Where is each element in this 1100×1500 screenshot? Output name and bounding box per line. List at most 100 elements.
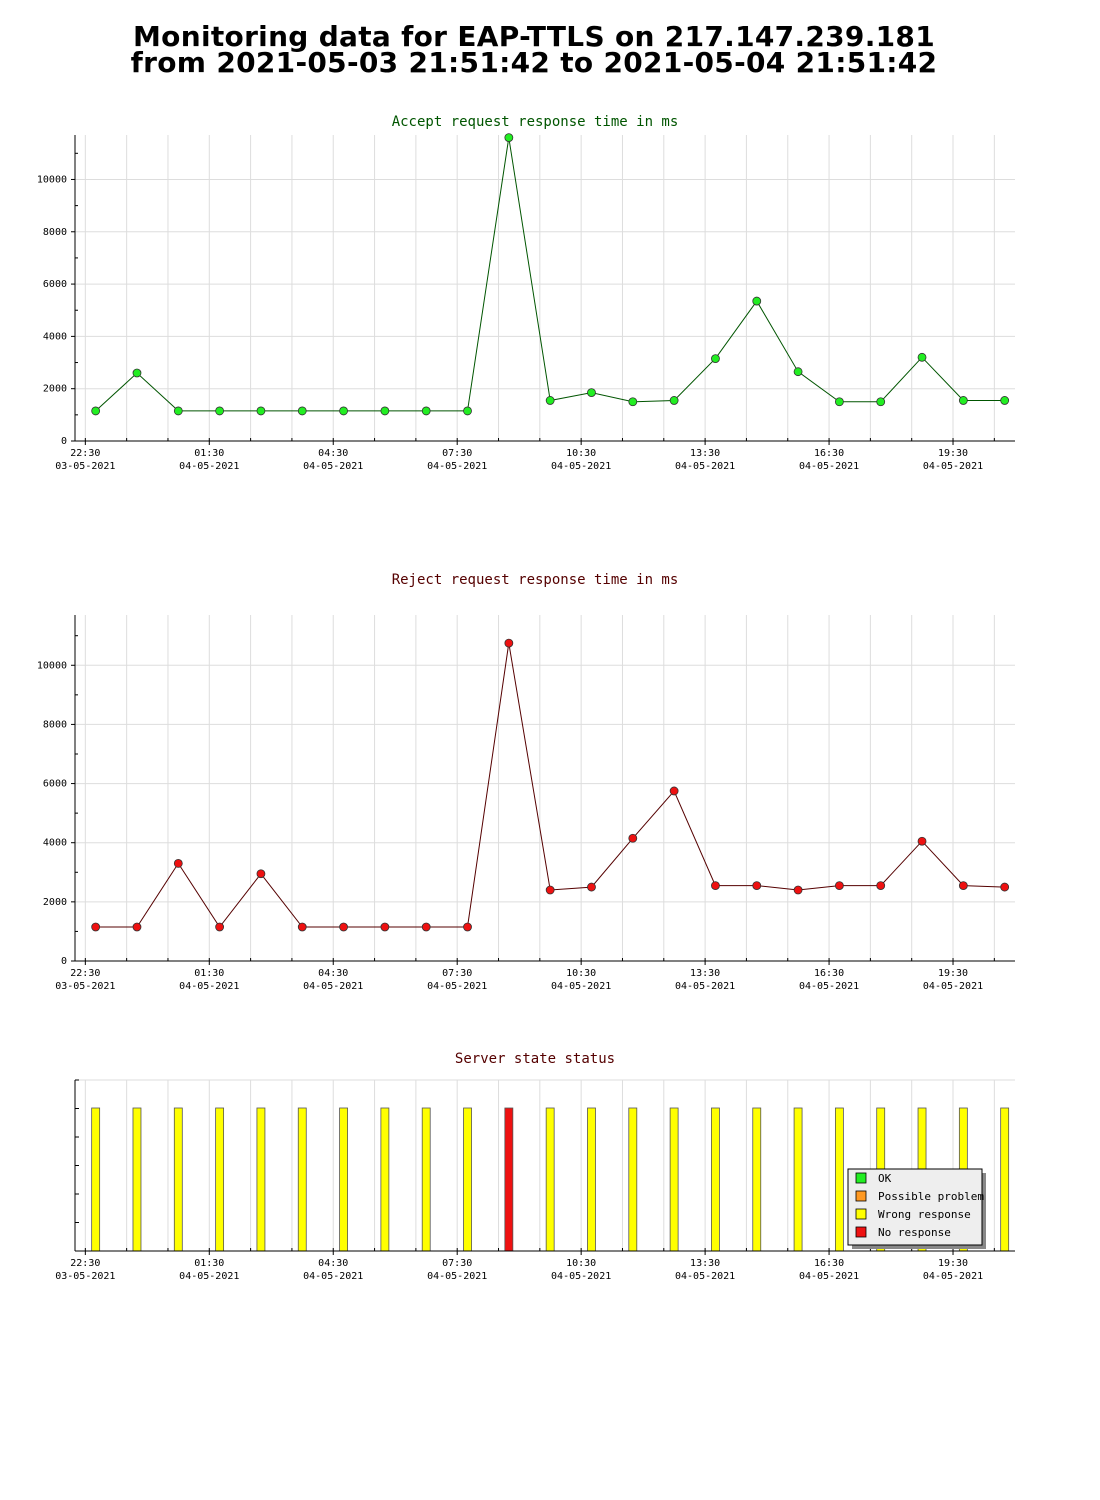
- state-bar: [339, 1107, 348, 1252]
- state-bar: [132, 1107, 142, 1252]
- accept-data-point: [463, 406, 472, 416]
- reject-data-point: [752, 881, 762, 890]
- x-tick-label-time: 10:30: [566, 1258, 596, 1269]
- reject-data-point: [917, 836, 927, 846]
- x-tick-label-date: 04-05-2021: [675, 981, 735, 992]
- state-bar: [587, 1107, 596, 1252]
- legend-swatch-ok: [855, 1172, 867, 1184]
- reject-data-point: [380, 922, 390, 932]
- page-title: Monitoring data for EAP-TTLS on 217.147.…: [0, 23, 1068, 77]
- x-tick-label-time: 04:30: [318, 1258, 348, 1269]
- state-bar: [1000, 1107, 1010, 1252]
- x-tick-label-time: 01:30: [194, 968, 224, 979]
- x-tick-label-time: 16:30: [814, 968, 844, 979]
- reject-data-point: [1000, 882, 1010, 892]
- x-tick-label-date: 04-05-2021: [551, 981, 611, 992]
- x-tick-label-date: 04-05-2021: [179, 981, 239, 992]
- legend-swatch-no_response: [855, 1226, 867, 1238]
- state-bar: [628, 1107, 638, 1252]
- state-bar: [215, 1107, 225, 1252]
- legend-swatch-wrong_response: [855, 1208, 867, 1220]
- x-tick-label-date: 04-05-2021: [179, 461, 239, 472]
- reject-data-point: [711, 881, 720, 890]
- x-tick-label-time: 13:30: [690, 1258, 720, 1269]
- y-tick-label: 8000: [43, 227, 67, 238]
- x-tick-label-date: 04-05-2021: [303, 461, 363, 472]
- accept-data-point: [669, 396, 679, 405]
- accept-data-point: [380, 406, 390, 416]
- reject-data-point: [669, 786, 679, 796]
- x-tick-label-date: 04-05-2021: [427, 981, 487, 992]
- accept-data-point: [628, 397, 638, 407]
- state-bar: [421, 1107, 431, 1252]
- x-tick-label-date: 04-05-2021: [923, 981, 983, 992]
- reject-data-point: [958, 881, 968, 890]
- accept-data-point: [752, 296, 762, 306]
- state-chart-title: Server state status: [455, 1051, 615, 1067]
- x-tick-label-time: 01:30: [194, 1258, 224, 1269]
- accept-data-point: [504, 133, 514, 143]
- x-tick-label-time: 19:30: [938, 968, 968, 979]
- legend-label-no_response: No response: [878, 1226, 951, 1239]
- reject-data-point: [463, 922, 472, 932]
- x-tick-label-date: 04-05-2021: [303, 1271, 363, 1282]
- reject-data-point: [132, 922, 142, 932]
- x-tick-label-time: 22:30: [70, 1258, 100, 1269]
- reject-data-point: [421, 922, 431, 932]
- x-tick-label-time: 13:30: [690, 448, 720, 459]
- x-tick-label-date: 04-05-2021: [799, 461, 859, 472]
- legend-label-possible_problem: Possible problem: [878, 1190, 984, 1203]
- accept-data-point: [545, 396, 555, 405]
- accept-data-point: [339, 406, 348, 416]
- y-tick-label: 10000: [37, 660, 67, 671]
- x-tick-label-time: 07:30: [442, 1258, 472, 1269]
- state-bar: [297, 1107, 307, 1252]
- reject-data-point: [545, 885, 555, 895]
- x-tick-label-date: 04-05-2021: [427, 1271, 487, 1282]
- y-tick-label: 6000: [43, 279, 67, 290]
- x-tick-label-date: 04-05-2021: [303, 981, 363, 992]
- reject-series-line: [95, 643, 1005, 928]
- state-bar: [793, 1107, 803, 1252]
- accept-data-point: [958, 396, 968, 405]
- reject-data-point: [297, 922, 307, 932]
- reject-data-point: [91, 922, 101, 932]
- reject-response-chart: Reject request response time in ms 0 2000 4…: [37, 572, 1015, 992]
- x-tick-label-date: 04-05-2021: [551, 461, 611, 472]
- y-tick-label: 2000: [43, 897, 67, 908]
- y-tick-label: 4000: [43, 331, 67, 342]
- state-bar: [256, 1107, 266, 1252]
- x-tick-label-time: 16:30: [814, 448, 844, 459]
- reject-data-point: [587, 882, 596, 892]
- accept-data-point: [917, 352, 927, 362]
- x-tick-label-date: 04-05-2021: [799, 981, 859, 992]
- x-tick-label-date: 03-05-2021: [55, 1271, 115, 1282]
- accept-data-point: [711, 354, 720, 364]
- reject-data-point: [173, 859, 183, 868]
- y-tick-label: 6000: [43, 779, 67, 790]
- x-tick-label-date: 04-05-2021: [923, 461, 983, 472]
- x-tick-label-time: 22:30: [70, 448, 100, 459]
- state-bar: [545, 1107, 555, 1252]
- accept-data-point: [132, 368, 142, 378]
- y-tick-label: 8000: [43, 719, 67, 730]
- state-legend: OK Possible problem Wrong response No respo…: [847, 1168, 986, 1249]
- state-bar: [504, 1107, 514, 1252]
- y-tick-label: 0: [61, 956, 67, 967]
- accept-data-point: [421, 406, 431, 416]
- accept-data-point: [1000, 396, 1010, 405]
- legend-label-wrong_response: Wrong response: [878, 1208, 971, 1221]
- reject-chart-title: Reject request response time in ms: [392, 572, 679, 588]
- legend-box: [847, 1168, 983, 1246]
- accept-series-line: [95, 137, 1005, 412]
- reject-data-point: [256, 869, 266, 879]
- y-tick-label: 0: [61, 436, 67, 447]
- accept-data-point: [834, 397, 844, 407]
- state-bar: [463, 1107, 472, 1252]
- state-bar: [669, 1107, 679, 1252]
- x-tick-label-time: 16:30: [814, 1258, 844, 1269]
- state-bar: [380, 1107, 390, 1252]
- x-tick-label-time: 10:30: [566, 968, 596, 979]
- server-state-chart: Server state status 22:30 03-05-2021 01:30 0…: [55, 1051, 1015, 1282]
